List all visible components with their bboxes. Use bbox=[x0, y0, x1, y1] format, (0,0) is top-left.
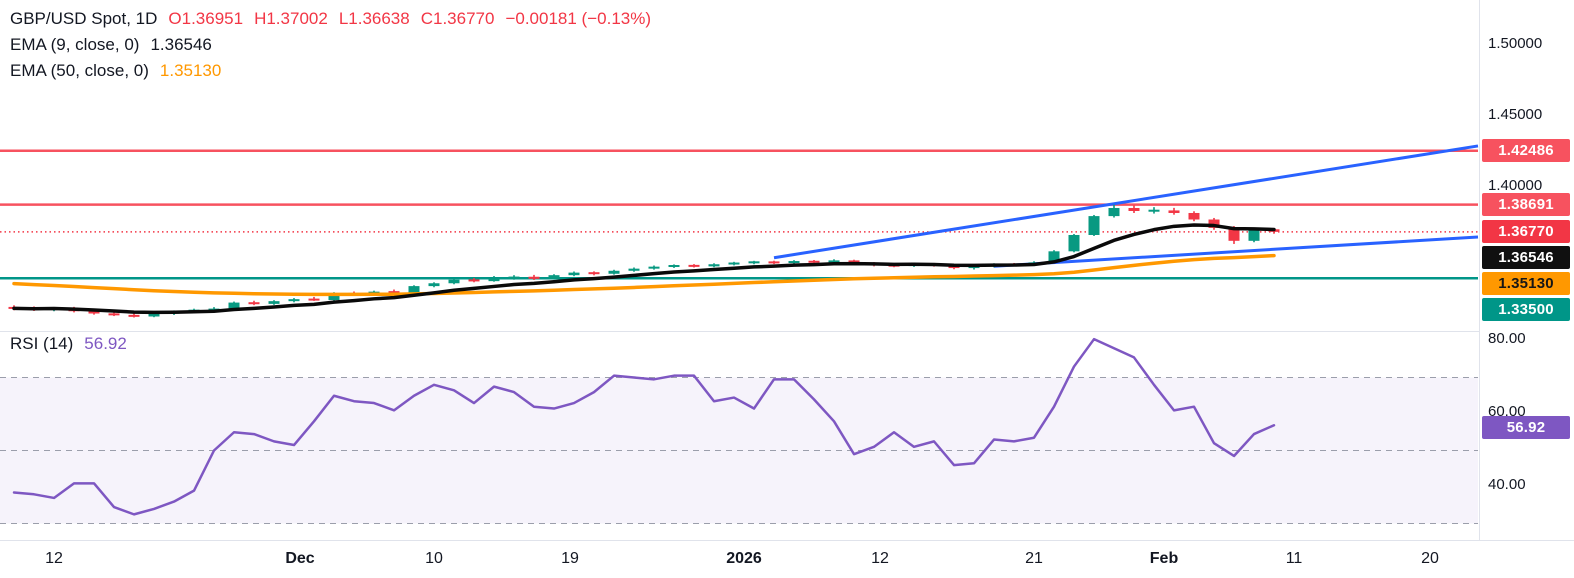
price-tag: 1.38691 bbox=[1482, 193, 1570, 217]
candle-body bbox=[1048, 251, 1060, 263]
time-tick: 12 bbox=[45, 550, 63, 567]
candle-body bbox=[408, 286, 420, 293]
candle-body bbox=[608, 270, 620, 274]
candle-body bbox=[548, 275, 560, 279]
trendline bbox=[993, 235, 1479, 268]
candle-body bbox=[328, 293, 340, 301]
candle-body bbox=[748, 261, 760, 264]
candle-body bbox=[1128, 208, 1140, 211]
candle-body bbox=[468, 279, 480, 282]
candle-body bbox=[248, 302, 260, 305]
time-tick: 10 bbox=[425, 550, 443, 567]
time-tick: 19 bbox=[561, 550, 579, 567]
candle-body bbox=[1148, 209, 1160, 212]
candle-body bbox=[288, 299, 300, 302]
price-tag: 1.42486 bbox=[1482, 139, 1570, 163]
rsi-legend-panel: RSI (14) 56.92 bbox=[10, 331, 127, 357]
time-tick: 12 bbox=[871, 550, 889, 567]
time-tick: 21 bbox=[1025, 550, 1043, 567]
axis-tick: 40.00 bbox=[1488, 476, 1526, 493]
candle-body bbox=[728, 262, 740, 265]
axis-tick: 80.00 bbox=[1488, 330, 1526, 347]
ohlc-close: C1.36770 bbox=[420, 9, 495, 28]
symbol-title: GBP/USD Spot, 1D bbox=[10, 9, 158, 28]
candle-body bbox=[1168, 210, 1180, 213]
candle-body bbox=[708, 264, 720, 267]
ohlc-high: H1.37002 bbox=[254, 9, 328, 28]
ema9-value: 1.36546 bbox=[150, 35, 212, 54]
symbol-legend-row[interactable]: GBP/USD Spot, 1D O1.36951 H1.37002 L1.36… bbox=[10, 6, 651, 32]
rsi-value: 56.92 bbox=[84, 334, 127, 353]
candle-body bbox=[428, 283, 440, 287]
rsi-tag: 56.92 bbox=[1482, 415, 1570, 439]
ema9-legend-row[interactable]: EMA (9, close, 0) 1.36546 bbox=[10, 32, 651, 58]
candle-body bbox=[308, 298, 320, 301]
trendline bbox=[773, 144, 1479, 260]
price-legend-panel: GBP/USD Spot, 1D O1.36951 H1.37002 L1.36… bbox=[10, 6, 651, 84]
price-tag: 1.36770 bbox=[1482, 220, 1570, 244]
candle-body bbox=[788, 261, 800, 264]
ema50-legend-row[interactable]: EMA (50, close, 0) 1.35130 bbox=[10, 58, 651, 84]
candle-body bbox=[228, 302, 240, 310]
ohlc-open: O1.36951 bbox=[168, 9, 244, 28]
candle-body bbox=[1108, 208, 1120, 217]
candle-body bbox=[88, 311, 100, 314]
candle-body bbox=[1228, 227, 1240, 241]
axis-tick: 1.50000 bbox=[1488, 35, 1543, 52]
ema50-line bbox=[12, 253, 1276, 297]
change-value: −0.00181 (−0.13%) bbox=[505, 9, 652, 28]
ema50-label: EMA (50, close, 0) bbox=[10, 61, 149, 80]
candle-body bbox=[388, 291, 400, 294]
candle-body bbox=[268, 301, 280, 304]
candle-body bbox=[648, 266, 660, 269]
price-tag: 1.36546 bbox=[1482, 246, 1570, 270]
candle-body bbox=[528, 276, 540, 279]
candle-body bbox=[688, 264, 700, 267]
rsi-line bbox=[12, 337, 1276, 516]
ema9-label: EMA (9, close, 0) bbox=[10, 35, 140, 54]
candle-body bbox=[628, 268, 640, 271]
time-tick: 20 bbox=[1421, 550, 1439, 567]
rsi-label: RSI (14) bbox=[10, 334, 74, 353]
candle-body bbox=[808, 260, 820, 263]
rsi-legend-row[interactable]: RSI (14) 56.92 bbox=[10, 331, 127, 357]
time-tick: Feb bbox=[1149, 550, 1179, 567]
candle-body bbox=[448, 279, 460, 284]
price-tag: 1.35130 bbox=[1482, 272, 1570, 296]
candle-body bbox=[588, 272, 600, 275]
candle-body bbox=[148, 313, 160, 317]
candle-body bbox=[108, 313, 120, 316]
time-tick: 2026 bbox=[726, 550, 762, 567]
candle-body bbox=[488, 278, 500, 282]
candle-body bbox=[828, 260, 840, 263]
candle-body bbox=[128, 314, 140, 317]
time-axis[interactable]: 12 Dec 10 19 2026 12 21 Feb 11 20 bbox=[0, 541, 1574, 578]
time-tick: 11 bbox=[1285, 550, 1303, 567]
candle-body bbox=[668, 265, 680, 268]
candle-body bbox=[1208, 219, 1220, 228]
price-axis[interactable]: 1.50000 1.45000 1.40000 80.00 60.00 40.00 1.42… bbox=[1480, 0, 1574, 540]
price-tag: 1.33500 bbox=[1482, 298, 1570, 322]
candle-body bbox=[1188, 212, 1200, 220]
ema50-value: 1.35130 bbox=[159, 61, 222, 80]
axis-tick: 1.45000 bbox=[1488, 106, 1543, 123]
ema9-line bbox=[12, 223, 1276, 315]
candle-body bbox=[1088, 216, 1100, 235]
time-tick: Dec bbox=[285, 550, 315, 567]
ohlc-low: L1.36638 bbox=[338, 9, 410, 28]
candle-body bbox=[1248, 230, 1260, 241]
candle-body bbox=[768, 261, 780, 264]
candle-body bbox=[568, 272, 580, 276]
candle-body bbox=[508, 276, 520, 279]
candle-body bbox=[1068, 234, 1080, 252]
axis-tick: 1.40000 bbox=[1488, 177, 1543, 194]
candle-body bbox=[848, 260, 860, 263]
